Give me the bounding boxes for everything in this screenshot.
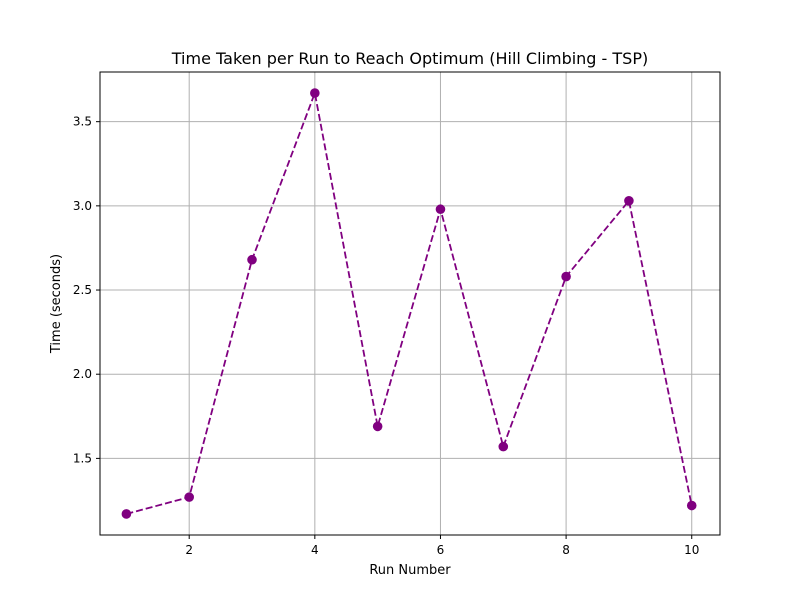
- data-point: [624, 195, 634, 206]
- x-tick-label: 4: [311, 543, 319, 557]
- data-point: [561, 271, 571, 282]
- series-line: [126, 89, 693, 515]
- x-tick-label: 6: [437, 543, 445, 557]
- y-tick-label: 3.5: [73, 115, 92, 129]
- data-point: [372, 421, 383, 432]
- y-tick-label: 1.5: [73, 451, 92, 465]
- ticks: 2 4 6 8 10 1.5 2.0 2.5 3.0 3.5: [73, 115, 699, 557]
- grid: [100, 72, 720, 535]
- plot-frame: [99, 71, 721, 536]
- chart-title: Time Taken per Run to Reach Optimum (Hil…: [171, 49, 648, 68]
- series-group: [121, 88, 697, 519]
- y-tick-label: 2.5: [73, 283, 92, 297]
- data-point: [310, 88, 320, 98]
- x-axis-label: Run Number: [369, 563, 451, 578]
- y-tick-label: 3.0: [73, 199, 92, 213]
- data-point: [184, 492, 194, 502]
- x-tick-label: 2: [185, 543, 193, 557]
- data-point: [121, 509, 132, 519]
- y-tick-label: 2.0: [73, 367, 92, 381]
- x-tick-label: 10: [684, 543, 699, 557]
- x-tick-label: 8: [562, 543, 570, 557]
- y-axis-label: Time (seconds): [49, 254, 64, 354]
- data-point: [498, 441, 509, 452]
- data-point: [686, 500, 697, 511]
- data-point: [435, 204, 446, 215]
- data-point: [247, 254, 257, 265]
